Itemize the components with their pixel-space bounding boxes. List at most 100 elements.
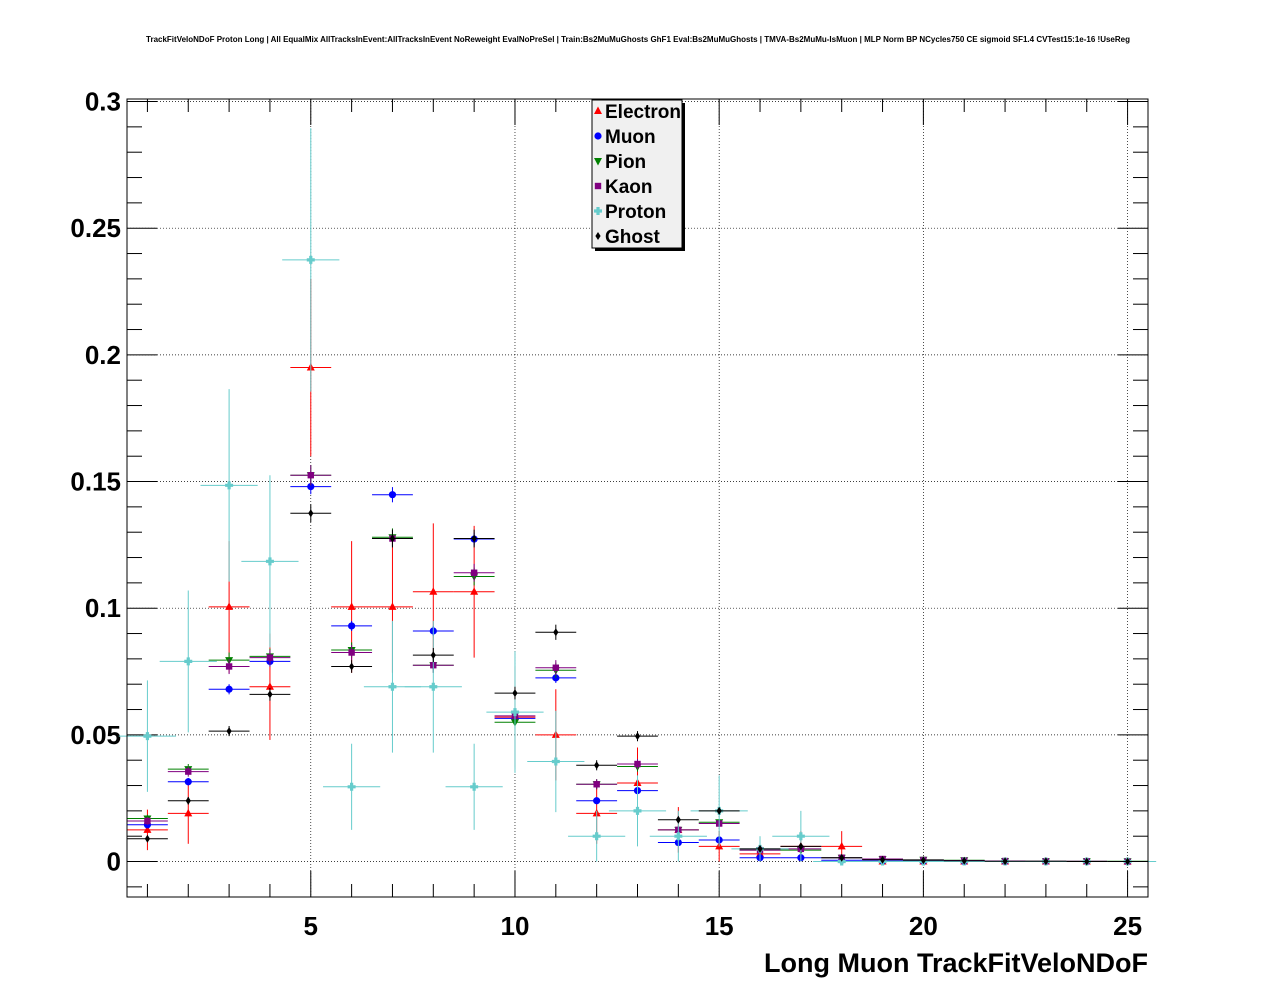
electron-point — [184, 808, 193, 817]
ghost-point — [798, 842, 804, 851]
ghost-point — [471, 534, 477, 543]
proton-point — [796, 832, 805, 841]
proton-point — [225, 481, 234, 490]
x-axis-title: Long Muon TrackFitVeloNDoF — [764, 948, 1148, 978]
y-tick-label: 0 — [107, 847, 121, 877]
ghost-point — [757, 844, 763, 853]
kaon-point — [552, 664, 560, 671]
legend-label-pion: Pion — [605, 152, 646, 173]
legend-label-proton: Proton — [605, 202, 666, 223]
chart-title: TrackFitVeloNDoF Proton Long | All Equal… — [146, 35, 1130, 44]
ghost-point — [267, 690, 273, 699]
proton-point — [143, 732, 152, 741]
muon-point — [348, 622, 356, 630]
legend-marker-ghost — [595, 232, 601, 240]
ghost-point — [634, 732, 641, 741]
ghost-point — [512, 689, 518, 698]
kaon-point — [266, 654, 274, 661]
ghost-point — [430, 651, 436, 660]
proton-point — [592, 832, 601, 841]
ghost-point — [1002, 857, 1008, 866]
ghost-series — [127, 504, 1148, 866]
y-tick-label: 0.1 — [85, 593, 121, 623]
ghost-point — [675, 815, 681, 824]
electron-point — [470, 587, 479, 595]
electron-point — [388, 602, 397, 610]
ghost-point — [185, 796, 191, 805]
ghost-point — [349, 662, 355, 671]
y-tick-label: 0.25 — [70, 213, 121, 243]
legend: Electron Muon Pion Kaon Proton Ghost — [591, 99, 685, 251]
proton-point — [429, 682, 438, 691]
legend-marker-muon — [594, 132, 602, 140]
kaon-point — [593, 781, 600, 788]
ghost-point — [389, 534, 396, 543]
legend-label-kaon: Kaon — [605, 177, 653, 198]
electron-point — [225, 602, 234, 610]
ghost-point — [716, 806, 722, 815]
x-tick-label: 15 — [705, 911, 734, 941]
axes: 5 10 15 20 25 0 0.05 0.1 0.15 0.2 0.25 0.3 — [70, 87, 1148, 941]
proton-series — [118, 128, 1157, 866]
ghost-point — [1084, 857, 1090, 866]
muon-point — [593, 797, 601, 805]
kaon-point — [348, 649, 355, 656]
ghost-point — [961, 856, 967, 865]
ghost-point — [839, 853, 845, 862]
ghost-point — [1124, 857, 1131, 866]
proton-point — [184, 657, 193, 666]
legend-label-muon: Muon — [605, 127, 656, 148]
ghost-point — [594, 761, 600, 770]
muon-point — [225, 685, 233, 693]
proton-point — [510, 708, 519, 717]
data-series — [118, 128, 1157, 866]
proton-point — [633, 806, 642, 815]
ghost-point — [226, 727, 232, 736]
muon-point — [307, 483, 315, 491]
y-tick-label: 0.15 — [70, 467, 121, 497]
kaon-point — [144, 817, 151, 825]
proton-point — [265, 557, 274, 566]
proton-point — [470, 782, 479, 791]
ghost-point — [308, 509, 314, 518]
kaon-point — [225, 663, 233, 670]
x-tick-label: 10 — [501, 911, 530, 941]
x-tick-label: 5 — [304, 911, 318, 941]
legend-label-electron: Electron — [605, 102, 681, 123]
muon-point — [388, 491, 397, 499]
y-tick-label: 0.05 — [70, 720, 121, 750]
proton-point — [347, 782, 356, 791]
y-tick-label: 0.2 — [85, 340, 121, 370]
muon-point — [552, 674, 560, 682]
kaon-point — [185, 768, 192, 775]
kaon-point — [634, 760, 641, 768]
kaon-point — [470, 569, 478, 576]
legend-box — [591, 99, 683, 249]
electron-point — [837, 841, 846, 850]
legend-marker-pion — [594, 158, 602, 166]
plot-frame — [126, 98, 1149, 898]
proton-point — [674, 832, 683, 841]
x-tick-label: 25 — [1113, 911, 1142, 941]
ghost-point — [1043, 857, 1049, 866]
legend-marker-electron — [594, 106, 602, 114]
electron-point — [347, 602, 356, 610]
proton-point — [306, 255, 315, 264]
muon-point — [184, 778, 192, 786]
x-tick-label: 20 — [909, 911, 938, 941]
y-tick-label: 0.3 — [85, 87, 121, 117]
legend-label-ghost: Ghost — [605, 227, 661, 248]
ghost-point — [553, 628, 559, 637]
legend-marker-proton — [594, 207, 602, 215]
ghost-point — [144, 834, 151, 843]
proton-point — [551, 757, 560, 766]
ghost-point — [920, 856, 926, 865]
electron-point — [265, 682, 274, 690]
ghost-point — [879, 855, 886, 864]
legend-marker-kaon — [594, 182, 602, 190]
kaon-point — [307, 472, 314, 479]
electron-point — [429, 587, 438, 595]
proton-point — [388, 682, 397, 691]
electron-point — [143, 825, 152, 833]
